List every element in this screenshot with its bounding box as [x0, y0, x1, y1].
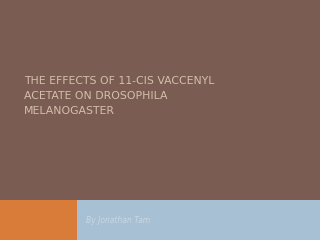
Bar	[77, 200, 320, 240]
Text: By Jonathan Tam: By Jonathan Tam	[86, 216, 150, 225]
Bar	[0, 200, 77, 240]
Text: THE EFFECTS OF 11-CIS VACCENYL
ACETATE ON DROSOPHILA
MELANOGASTER: THE EFFECTS OF 11-CIS VACCENYL ACETATE O…	[24, 76, 214, 116]
